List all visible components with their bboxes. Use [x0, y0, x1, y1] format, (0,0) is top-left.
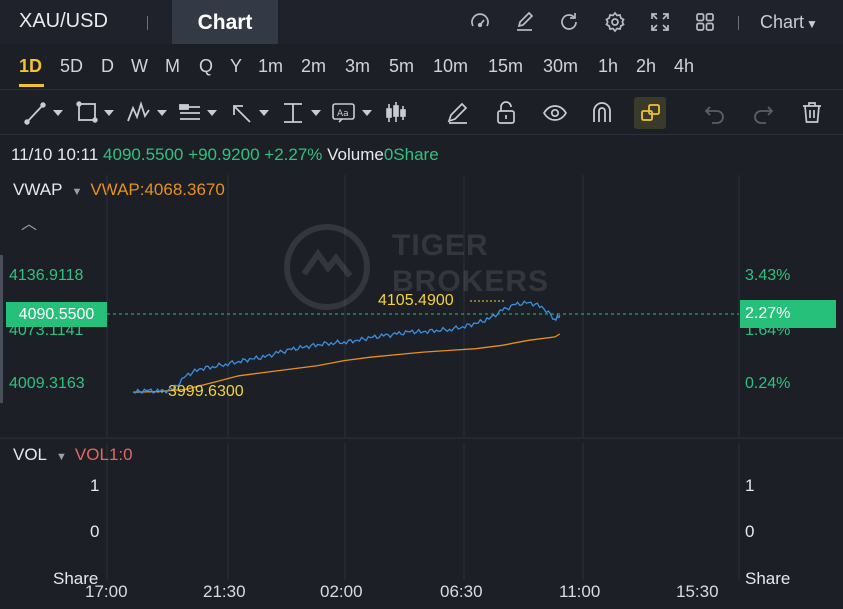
trend-line-icon[interactable] [24, 100, 66, 126]
vwap-indicator-row: VWAP ▼ VWAP:4068.3670 [13, 180, 225, 200]
current-price-tag: 4090.5500 [6, 302, 107, 327]
quote-datetime: 11/10 10:11 [11, 145, 99, 164]
period-4h[interactable]: 4h [674, 56, 695, 76]
pct-axis-top: 3.43% [745, 267, 791, 284]
chart-type-label: Chart [760, 12, 805, 32]
current-pct-tag: 2.27% [740, 300, 836, 328]
vol-unit-left: Share [53, 569, 99, 588]
measure-icon[interactable] [282, 100, 324, 126]
time-axis-label: 11:00 [559, 582, 601, 601]
unlock-icon[interactable] [495, 100, 519, 126]
undo-icon[interactable] [703, 100, 727, 126]
high-price-label: 4105.4900 [378, 292, 454, 309]
volume-value: 0Share [383, 145, 439, 164]
redo-icon[interactable] [751, 100, 775, 126]
period-10m[interactable]: 10m [433, 56, 469, 76]
period-2m[interactable]: 2m [301, 56, 327, 76]
refresh-icon[interactable] [558, 11, 580, 33]
period-w[interactable]: W [131, 56, 148, 76]
period-15m[interactable]: 15m [488, 56, 524, 76]
time-axis-label: 02:00 [320, 582, 363, 601]
pattern-icon[interactable] [126, 100, 170, 126]
pct-axis-bottom: 0.24% [745, 375, 791, 392]
eye-icon[interactable] [542, 100, 568, 126]
vwap-value: VWAP:4068.3670 [90, 180, 225, 199]
chart-type-dropdown[interactable]: Chart ▼ [760, 12, 818, 33]
chevron-down-icon[interactable]: ▼ [71, 186, 83, 198]
magnet-icon[interactable] [591, 100, 615, 126]
time-axis-label: 06:30 [440, 582, 483, 601]
vol-axis-left-0: 0 [90, 522, 100, 541]
period-1m[interactable]: 1m [258, 56, 284, 76]
divider [0, 134, 843, 135]
period-tabs: 1D 5D D W M Q Y 1m 2m 3m 5m 10m 15m 30m … [0, 52, 843, 87]
vol-axis-right-1: 1 [745, 476, 755, 495]
vwap-line [133, 333, 561, 393]
period-5m[interactable]: 5m [389, 56, 415, 76]
divider [0, 89, 843, 90]
grid-icon[interactable] [694, 11, 716, 33]
speedometer-icon[interactable] [469, 11, 491, 33]
time-axis-label: 21:30 [203, 582, 246, 601]
period-5d[interactable]: 5D [60, 56, 84, 76]
volume-label: Volume [327, 145, 384, 164]
period-q[interactable]: Q [199, 56, 214, 76]
quote-change: +90.9200 [188, 145, 260, 164]
time-axis-label: 17:00 [85, 582, 128, 601]
quote-info-line: 11/10 10:11 4090.5500 +90.9200 +2.27% Vo… [11, 145, 439, 165]
vol-indicator-row: VOL ▼ VOL1:0 [13, 445, 133, 465]
watermark-text: TIGER BROKERS [392, 228, 549, 300]
rectangle-icon[interactable] [76, 100, 118, 126]
period-m[interactable]: M [165, 56, 180, 76]
candles-icon[interactable] [384, 100, 408, 126]
broker-watermark: TIGER BROKERS [282, 222, 582, 312]
settings-icon[interactable] [604, 11, 626, 33]
period-d[interactable]: D [101, 56, 114, 76]
watermark-line-2: BROKERS [392, 265, 550, 298]
top-bar: XAU/USD Chart Chart ▼ [0, 0, 843, 44]
watermark-line-1: TIGER [392, 229, 489, 262]
pencil-icon[interactable] [446, 100, 470, 126]
quote-price: 4090.5500 [103, 145, 184, 164]
header-separator [147, 16, 148, 30]
chart-grid [0, 175, 843, 580]
link-icon[interactable] [640, 100, 662, 126]
vol-axis-left-1: 1 [90, 476, 100, 495]
symbol-title[interactable]: XAU/USD [19, 10, 108, 32]
chevron-down-icon[interactable]: ▼ [56, 451, 67, 463]
vol-indicator-name[interactable]: VOL [13, 445, 48, 464]
quote-change-pct: +2.27% [264, 145, 323, 164]
price-scale-handle[interactable] [0, 255, 3, 403]
period-3m[interactable]: 3m [345, 56, 371, 76]
arrow-icon[interactable] [230, 100, 272, 126]
period-1d[interactable]: 1D [19, 56, 43, 76]
price-axis-top: 4136.9118 [9, 267, 84, 284]
vol-value: VOL1:0 [74, 445, 133, 464]
low-price-label: 3999.6300 [168, 383, 244, 400]
svg-text:Aa: Aa [337, 109, 349, 119]
period-2h[interactable]: 2h [636, 56, 657, 76]
vol-unit-right: Share [745, 569, 791, 588]
vol-axis-right-0: 0 [745, 522, 755, 541]
trash-icon[interactable] [801, 100, 823, 126]
edit-icon[interactable] [513, 11, 535, 33]
header-separator [738, 16, 739, 30]
tab-chart[interactable]: Chart [172, 0, 278, 44]
collapse-icon[interactable]: ︿ [21, 216, 38, 233]
text-note-icon[interactable]: Aa [331, 100, 375, 126]
vwap-indicator-name[interactable]: VWAP [13, 180, 63, 199]
fib-icon[interactable] [178, 100, 220, 126]
chevron-down-icon: ▼ [806, 17, 818, 31]
period-30m[interactable]: 30m [543, 56, 579, 76]
time-axis-label: 15:30 [676, 582, 719, 601]
active-period-indicator [19, 84, 44, 87]
fullscreen-icon[interactable] [649, 11, 671, 33]
price-line [133, 300, 561, 395]
tiger-logo-icon [284, 224, 370, 310]
period-y[interactable]: Y [230, 56, 243, 76]
period-1h[interactable]: 1h [598, 56, 619, 76]
price-axis-bottom: 4009.3163 [9, 375, 85, 392]
